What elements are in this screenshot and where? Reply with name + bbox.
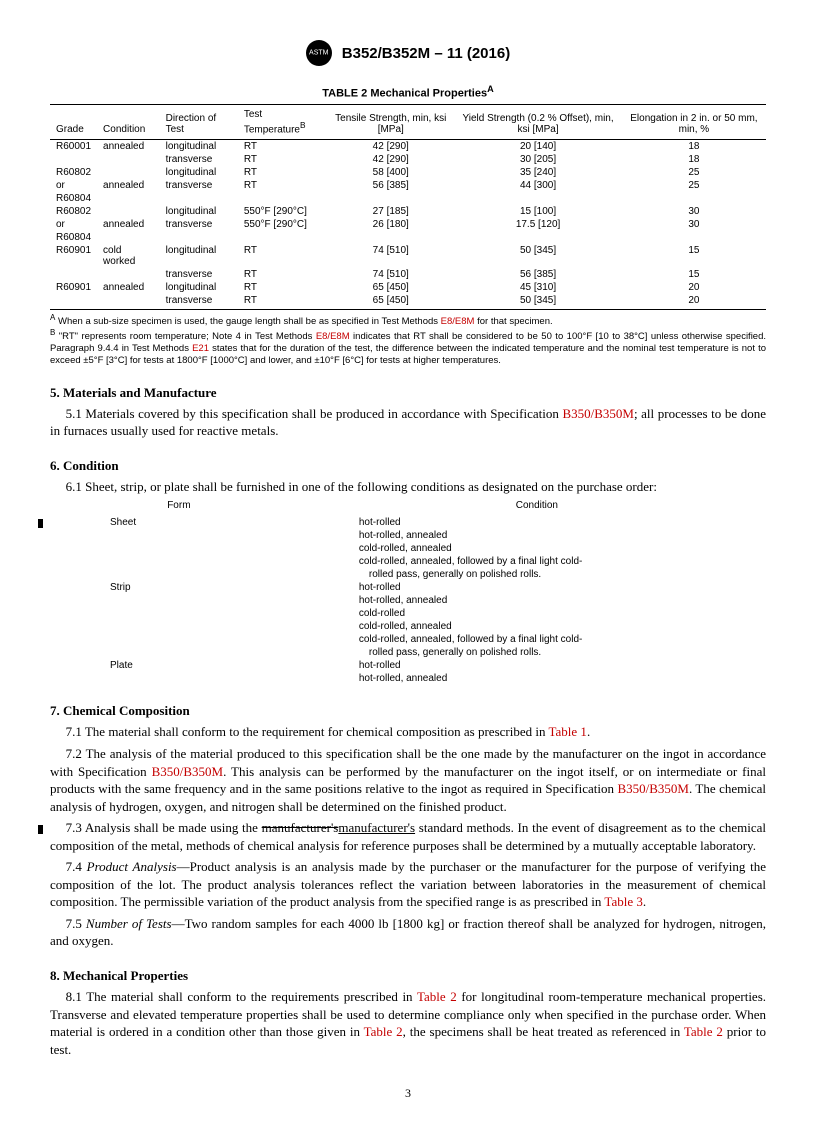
table-row: transverseRT42 [290]30 [205]18 (50, 153, 766, 166)
list-item: cold-rolled, annealed, followed by a fin… (50, 633, 766, 646)
table-row: R60802longitudinal550°F [290°C]27 [185]1… (50, 205, 766, 218)
sec7-p1: 7.1 The material shall conform to the re… (50, 723, 766, 741)
ref-table3[interactable]: Table 3 (604, 894, 642, 909)
list-item: Platehot-rolled (50, 659, 766, 672)
ref-table2[interactable]: Table 2 (684, 1024, 723, 1039)
table-row: transverseRT65 [450]50 [345]20 (50, 294, 766, 310)
astm-logo-icon (306, 40, 332, 66)
table2: Grade Condition Direction of Test Test T… (50, 104, 766, 310)
ref-table2[interactable]: Table 2 (364, 1024, 403, 1039)
sec7-p2: 7.2 The analysis of the material produce… (50, 745, 766, 815)
table2-footnotes: A When a sub-size specimen is used, the … (50, 313, 766, 367)
th-condition: Condition (97, 104, 160, 139)
table-row: transverseRT74 [510]56 [385]15 (50, 268, 766, 281)
list-item: cold-rolled (50, 607, 766, 620)
list-item: rolled pass, generally on polished rolls… (50, 568, 766, 581)
ref-e21[interactable]: E21 (192, 343, 209, 354)
ref-b350[interactable]: B350/B350M (562, 406, 634, 421)
ref-table2[interactable]: Table 2 (417, 989, 457, 1004)
change-bar-icon (38, 825, 43, 834)
table-row: R60804 (50, 231, 766, 244)
table-row: R60802longitudinalRT58 [400]35 [240]25 (50, 166, 766, 179)
list-item: cold-rolled, annealed (50, 542, 766, 555)
ref-b350[interactable]: B350/B350M (617, 781, 689, 796)
ref-e8e8m[interactable]: E8/E8M (316, 331, 350, 342)
list-item: hot-rolled, annealed (50, 529, 766, 542)
sec8-p1: 8.1 The material shall conform to the re… (50, 988, 766, 1058)
ref-b350[interactable]: B350/B350M (152, 764, 224, 779)
sec5-title: 5. Materials and Manufacture (50, 385, 766, 401)
table-row: R60804 (50, 192, 766, 205)
list-item: rolled pass, generally on polished rolls… (50, 646, 766, 659)
list-item: hot-rolled, annealed (50, 594, 766, 607)
sec7-title: 7. Chemical Composition (50, 703, 766, 719)
form-condition-header: FormCondition (50, 499, 766, 512)
sec8-title: 8. Mechanical Properties (50, 968, 766, 984)
form-condition-table: Sheethot-rolledhot-rolled, annealedcold-… (50, 516, 766, 685)
table-row: R60901annealedlongitudinalRT65 [450]45 [… (50, 281, 766, 294)
th-grade: Grade (50, 104, 97, 139)
th-direction: Direction of Test (160, 104, 238, 139)
table2-title: TABLE 2 Mechanical PropertiesA (50, 84, 766, 100)
table-row: orannealedtransverse550°F [290°C]26 [180… (50, 218, 766, 231)
sec6-p1: 6.1 Sheet, strip, or plate shall be furn… (50, 478, 766, 496)
change-bar-icon (38, 519, 43, 528)
sec7-p4: 7.4 Product Analysis—Product analysis is… (50, 858, 766, 911)
th-temp: Test TemperatureB (238, 104, 327, 139)
page-header: B352/B352M – 11 (2016) (50, 40, 766, 70)
page-number: 3 (50, 1086, 766, 1101)
list-item: Striphot-rolled (50, 581, 766, 594)
sec7-p5: 7.5 Number of Tests—Two random samples f… (50, 915, 766, 950)
list-item: cold-rolled, annealed (50, 620, 766, 633)
table-row: R60901cold workedlongitudinalRT74 [510]5… (50, 244, 766, 268)
table-row: orannealedtransverseRT56 [385]44 [300]25 (50, 179, 766, 192)
table-row: R60001annealedlongitudinalRT42 [290]20 [… (50, 139, 766, 153)
ref-e8e8m[interactable]: E8/E8M (441, 316, 475, 327)
sec7-p3: 7.3 Analysis shall be made using the man… (50, 819, 766, 854)
ref-table1[interactable]: Table 1 (549, 724, 587, 739)
list-item: hot-rolled, annealed (50, 672, 766, 685)
document-id: B352/B352M – 11 (2016) (342, 45, 510, 62)
sec5-p1: 5.1 Materials covered by this specificat… (50, 405, 766, 440)
sec6-title: 6. Condition (50, 458, 766, 474)
list-item: Sheethot-rolled (50, 516, 766, 529)
th-tensile: Tensile Strength, min, ksi [MPa] (327, 104, 454, 139)
th-yield: Yield Strength (0.2 % Offset), min, ksi … (454, 104, 622, 139)
list-item: cold-rolled, annealed, followed by a fin… (50, 555, 766, 568)
th-elong: Elongation in 2 in. or 50 mm, min, % (622, 104, 766, 139)
